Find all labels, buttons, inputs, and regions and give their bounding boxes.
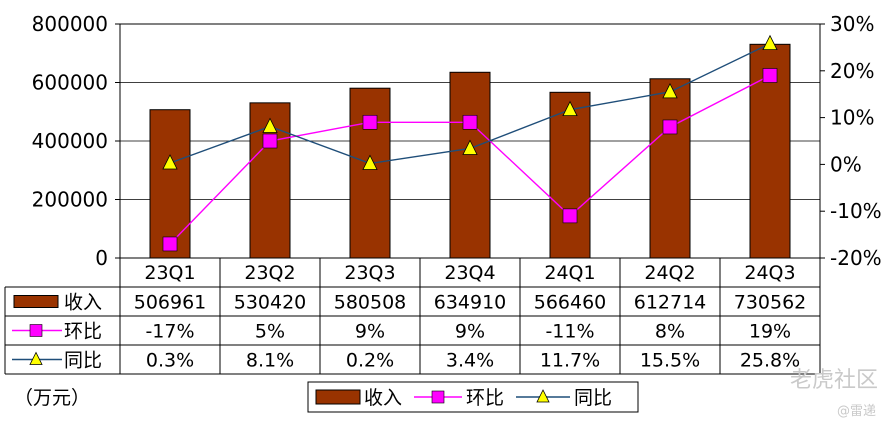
watermark-sub: @雷递 (836, 404, 876, 419)
left-axis-tick-label: 200000 (32, 188, 108, 212)
table-cell: 19% (749, 321, 791, 343)
legend-box (307, 381, 639, 413)
table-cell: 580508 (334, 292, 407, 314)
table-row-label: 收入 (64, 292, 102, 314)
right-axis-tick-label: -20% (830, 246, 882, 270)
qoq-marker (662, 119, 678, 135)
qoq-marker (762, 68, 778, 83)
yoy-marker (262, 117, 278, 133)
legend-key-revenue (315, 389, 361, 405)
left-axis-tick-label: 0 (95, 246, 108, 270)
category-label: 23Q4 (444, 262, 495, 284)
table-cell: 0.2% (346, 350, 394, 372)
table-cell: 15.5% (640, 350, 700, 372)
yoy-marker (462, 139, 478, 155)
table-cell: 506961 (134, 292, 207, 314)
table-cell: 25.8% (740, 350, 800, 372)
watermark-text: 老虎社区 (789, 368, 878, 393)
right-axis-tick-label: 20% (830, 59, 874, 83)
table-cell: -11% (545, 321, 594, 343)
table-key-qoq-marker (29, 324, 43, 337)
category-label: 24Q3 (744, 262, 795, 284)
legend-label-yoy: 同比 (574, 387, 612, 409)
legend-label-revenue: 收入 (364, 387, 402, 409)
left-axis-tick-label: 600000 (32, 71, 108, 95)
qoq-marker (162, 236, 178, 252)
table-key-revenue (13, 295, 59, 308)
left-axis-tick-label: 800000 (32, 12, 108, 36)
left-axis-tick-label: 400000 (32, 129, 108, 153)
unit-label: （万元） (14, 387, 90, 409)
table-cell: 8% (655, 321, 685, 343)
table-cell: 0.3% (146, 350, 194, 372)
table-cell: 612714 (634, 292, 707, 314)
table-row-label: 同比 (64, 350, 102, 372)
revenue-bar (549, 91, 591, 259)
qoq-marker (562, 208, 578, 224)
table-cell: 634910 (434, 292, 507, 314)
category-label: 23Q1 (144, 262, 195, 284)
right-axis-tick-label: 30% (830, 12, 874, 36)
table-cell: -17% (145, 321, 194, 343)
revenue-bar (349, 87, 391, 259)
revenue-bar (449, 71, 491, 259)
legend-key-yoy-marker (536, 389, 550, 403)
table-cell: 530420 (234, 292, 307, 314)
table-cell: 11.7% (540, 350, 600, 372)
qoq-marker (362, 114, 378, 130)
right-axis-tick-label: 0% (830, 152, 862, 176)
category-label: 23Q3 (344, 262, 395, 284)
category-label: 23Q2 (244, 262, 295, 284)
yoy-marker (162, 154, 178, 170)
table-cell: 9% (355, 321, 385, 343)
right-axis-tick-label: 10% (830, 106, 874, 130)
revenue-bar (149, 109, 191, 259)
category-label: 24Q2 (644, 262, 695, 284)
table-cell: 8.1% (246, 350, 294, 372)
qoq-marker (262, 133, 278, 149)
category-label: 24Q1 (544, 262, 595, 284)
table-cell: 566460 (534, 292, 607, 314)
table-cell: 730562 (734, 292, 807, 314)
legend-label-qoq: 环比 (466, 387, 504, 409)
yoy-marker (662, 82, 678, 99)
legend-key-qoq-marker (431, 390, 445, 404)
table-key-yoy-marker (29, 351, 43, 365)
table-cell: 9% (455, 321, 485, 343)
table-cell: 3.4% (446, 350, 494, 372)
revenue-bar (649, 78, 691, 259)
yoy-marker (762, 34, 778, 51)
yoy-marker (362, 154, 378, 170)
qoq-marker (462, 114, 478, 130)
yoy-marker (562, 100, 578, 117)
table-row-label: 环比 (64, 321, 102, 343)
right-axis-tick-label: -10% (830, 199, 882, 223)
table-cell: 5% (255, 321, 285, 343)
